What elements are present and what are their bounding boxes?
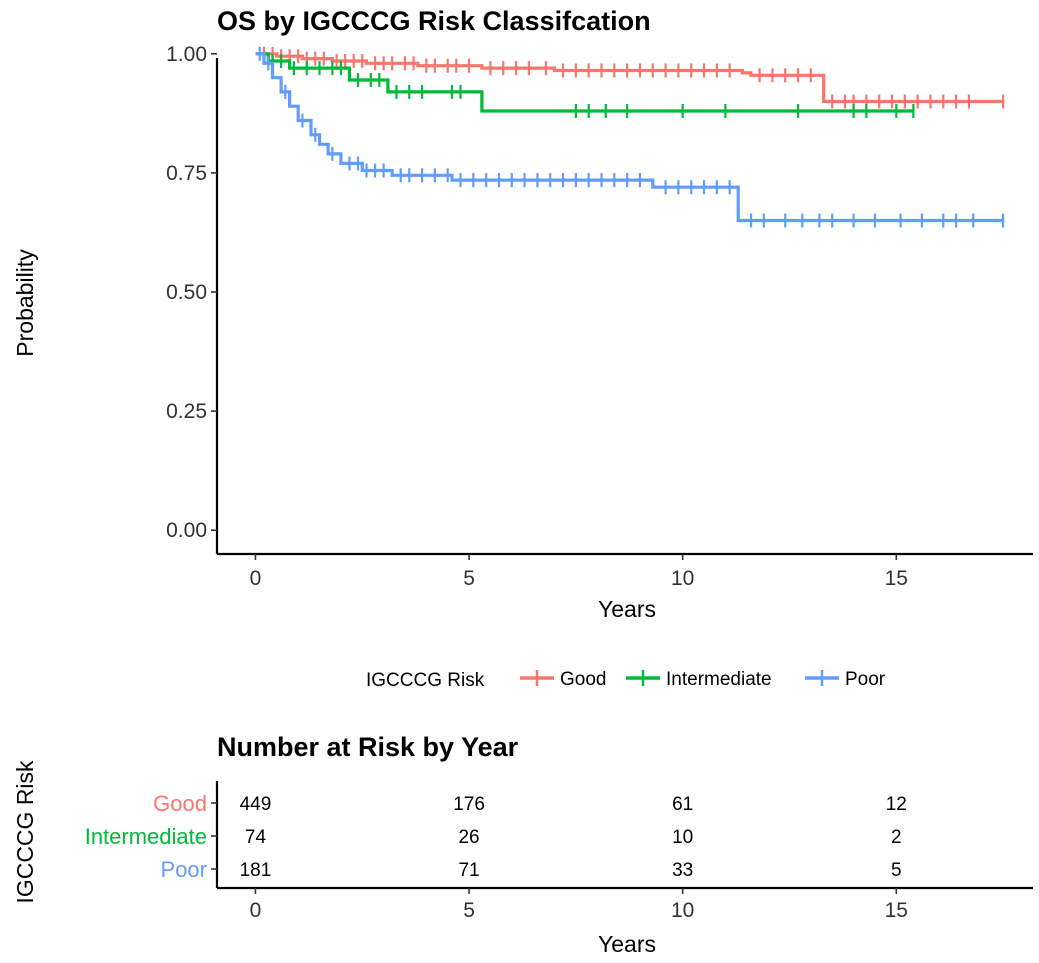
risk-cell: 176 xyxy=(453,794,485,815)
risk-x-tick-label: 0 xyxy=(250,899,262,922)
y-tick-label: 0.00 xyxy=(166,519,207,542)
survival-plot: 0.00 0.25 0.50 0.75 1.00 0 5 10 15 xyxy=(166,43,1033,590)
x-tick-label: 10 xyxy=(671,567,694,590)
legend-title: IGCCCG Risk xyxy=(366,670,485,691)
risk-cell: 2 xyxy=(891,827,902,848)
series-poor xyxy=(255,46,1005,228)
legend-label: Poor xyxy=(845,669,886,690)
risk-cell: 71 xyxy=(458,860,479,881)
y-tick-label: 0.75 xyxy=(166,162,207,185)
legend-entry-poor: Poor xyxy=(805,669,886,690)
risk-row-label-poor: Poor xyxy=(161,857,207,882)
risk-cell: 10 xyxy=(672,827,693,848)
risk-x-tick-label: 5 xyxy=(463,899,475,922)
x-tick-label: 0 xyxy=(250,567,262,590)
risk-cell: 449 xyxy=(240,794,272,815)
risk-cell: 181 xyxy=(240,860,272,881)
legend: IGCCCG Risk Good Intermediate Poor xyxy=(366,669,886,691)
risk-cell: 5 xyxy=(891,860,902,881)
x-tick-label: 5 xyxy=(463,567,475,590)
y-axis-label: Probability xyxy=(12,249,38,357)
y-tick-label: 0.50 xyxy=(166,281,207,304)
legend-label: Intermediate xyxy=(666,669,772,690)
series-good xyxy=(255,46,1005,109)
y-tick-label: 1.00 xyxy=(166,43,207,66)
risk-table-title: Number at Risk by Year xyxy=(217,732,519,762)
risk-table: Good 449 176 61 12 Intermediate 74 26 10 2 Poor 181… xyxy=(85,781,1033,922)
risk-x-tick-label: 10 xyxy=(671,899,694,922)
legend-entry-good: Good xyxy=(520,669,606,690)
legend-entry-intermediate: Intermediate xyxy=(626,669,772,690)
risk-row-label-good: Good xyxy=(153,791,207,816)
chart-title: OS by IGCCCG Risk Classifcation xyxy=(217,6,651,36)
risk-row-label-intermediate: Intermediate xyxy=(85,824,207,849)
risk-cell: 33 xyxy=(672,860,693,881)
x-tick-label: 15 xyxy=(885,567,908,590)
risk-table-y-label: IGCCCG Risk xyxy=(12,760,38,904)
risk-cell: 26 xyxy=(458,827,479,848)
risk-table-x-label: Years xyxy=(598,931,656,957)
risk-cell: 12 xyxy=(886,794,907,815)
legend-label: Good xyxy=(560,669,606,690)
risk-x-tick-label: 15 xyxy=(885,899,908,922)
risk-cell: 74 xyxy=(245,827,267,848)
x-axis-label: Years xyxy=(598,596,656,622)
survival-curve-good xyxy=(255,52,1004,104)
y-tick-label: 0.25 xyxy=(166,400,207,423)
risk-cell: 61 xyxy=(672,794,693,815)
